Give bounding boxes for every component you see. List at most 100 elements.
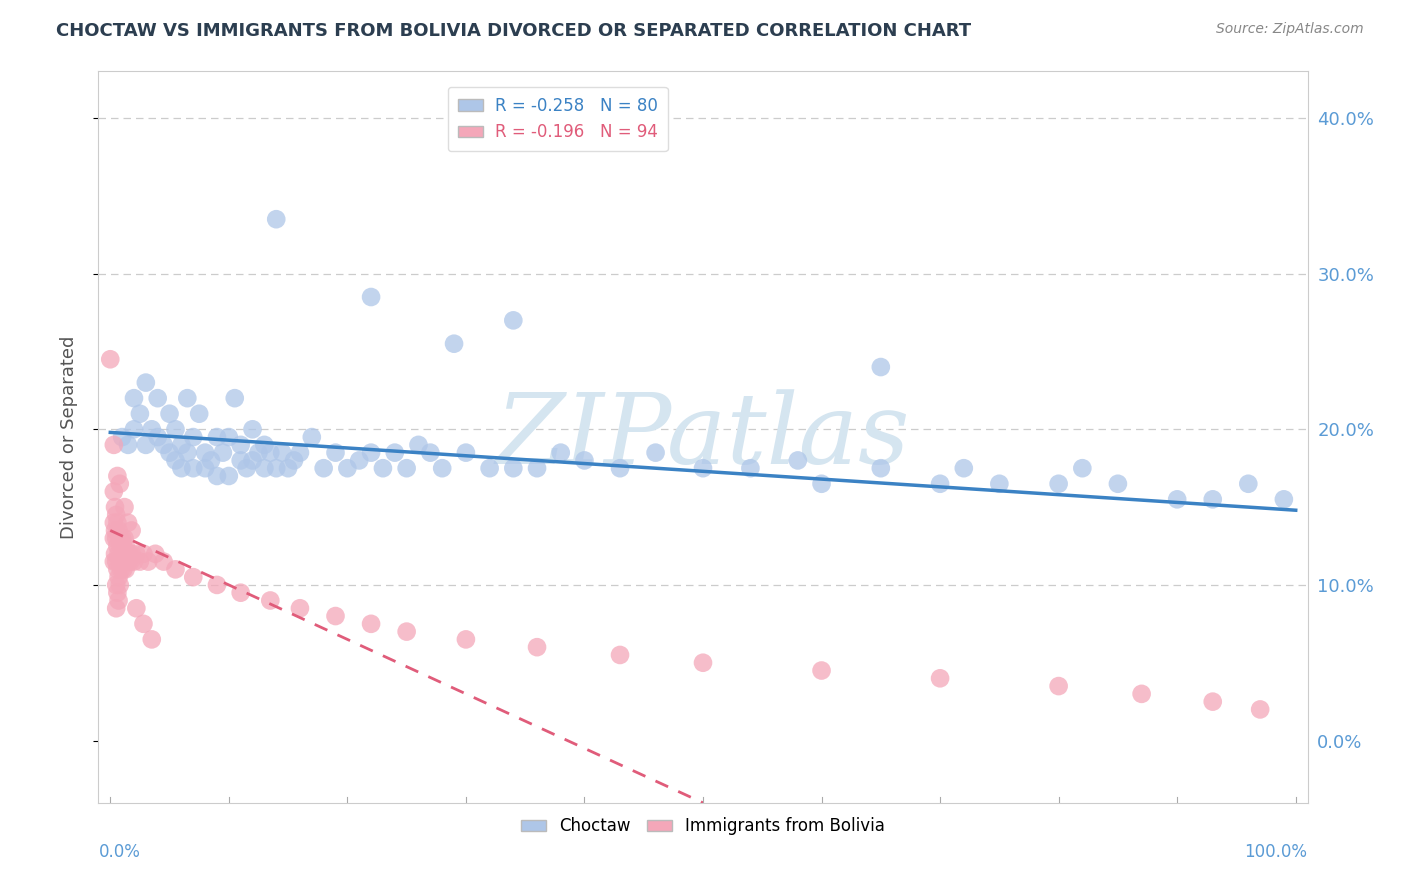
Point (454, 632, 477, 647)
Point (114, 500, 136, 515)
Point (288, 601, 311, 615)
Point (1047, 476, 1070, 491)
Point (194, 445, 217, 459)
Point (107, 524, 129, 538)
Point (235, 461, 257, 475)
Point (395, 624, 418, 639)
Point (141, 422, 163, 436)
Point (129, 555, 152, 569)
Point (103, 438, 125, 452)
Point (229, 585, 252, 599)
Point (253, 438, 276, 452)
Point (242, 453, 264, 467)
Point (108, 476, 131, 491)
Point (929, 476, 952, 491)
Text: 100.0%: 100.0% (1244, 843, 1308, 861)
Point (105, 516, 128, 530)
Point (104, 547, 127, 561)
Point (159, 445, 181, 459)
Point (103, 555, 125, 569)
Point (1107, 476, 1129, 491)
Point (288, 445, 311, 459)
Point (395, 461, 418, 475)
Point (810, 476, 832, 491)
Point (170, 438, 193, 452)
Point (347, 453, 370, 467)
Point (98, 352, 121, 367)
Point (114, 555, 136, 569)
Point (360, 445, 382, 459)
Point (259, 593, 281, 607)
Point (526, 640, 548, 655)
Point (253, 461, 276, 475)
Point (120, 555, 142, 569)
Point (1202, 695, 1225, 709)
Point (105, 539, 128, 553)
Point (644, 445, 666, 459)
Text: CHOCTAW VS IMMIGRANTS FROM BOLIVIA DIVORCED OR SEPARATED CORRELATION CHART: CHOCTAW VS IMMIGRANTS FROM BOLIVIA DIVOR… (56, 22, 972, 40)
Point (264, 212, 287, 227)
Point (550, 445, 572, 459)
Point (609, 648, 631, 662)
Point (105, 578, 128, 592)
Point (135, 376, 157, 390)
Point (107, 593, 129, 607)
Point (141, 632, 163, 647)
Point (136, 555, 159, 569)
Point (159, 407, 181, 421)
Point (122, 555, 145, 569)
Point (117, 555, 139, 569)
Point (132, 616, 155, 631)
Point (112, 539, 135, 553)
Point (105, 508, 128, 522)
Point (1166, 492, 1188, 507)
Point (107, 547, 129, 561)
Point (112, 562, 135, 576)
Point (242, 422, 264, 436)
Point (283, 453, 305, 467)
Point (224, 391, 246, 405)
Point (170, 461, 193, 475)
Point (408, 438, 430, 452)
Point (218, 430, 240, 444)
Point (229, 453, 252, 467)
Point (205, 578, 228, 592)
Point (325, 445, 347, 459)
Point (952, 461, 974, 475)
Point (152, 438, 174, 452)
Point (384, 445, 406, 459)
Point (111, 430, 134, 444)
Y-axis label: Divorced or Separated: Divorced or Separated (59, 335, 77, 539)
Legend: Choctaw, Immigrants from Bolivia: Choctaw, Immigrants from Bolivia (515, 811, 891, 842)
Point (114, 539, 136, 553)
Point (181, 430, 204, 444)
Point (146, 430, 169, 444)
Point (115, 547, 138, 561)
Point (301, 430, 323, 444)
Point (165, 562, 187, 576)
Point (194, 461, 217, 475)
Point (229, 438, 252, 452)
Point (810, 664, 832, 678)
Point (121, 547, 143, 561)
Point (277, 461, 299, 475)
Text: Source: ZipAtlas.com: Source: ZipAtlas.com (1216, 22, 1364, 37)
Point (117, 438, 139, 452)
Point (432, 461, 454, 475)
Point (271, 445, 294, 459)
Point (786, 453, 808, 467)
Point (360, 616, 382, 631)
Point (454, 445, 477, 459)
Point (502, 461, 524, 475)
Point (125, 601, 148, 615)
Point (259, 445, 281, 459)
Point (103, 516, 125, 530)
Point (1272, 492, 1295, 507)
Point (371, 461, 394, 475)
Point (176, 391, 198, 405)
Point (108, 531, 131, 545)
Point (419, 445, 441, 459)
Point (108, 555, 131, 569)
Point (1130, 687, 1153, 701)
Point (105, 562, 128, 576)
